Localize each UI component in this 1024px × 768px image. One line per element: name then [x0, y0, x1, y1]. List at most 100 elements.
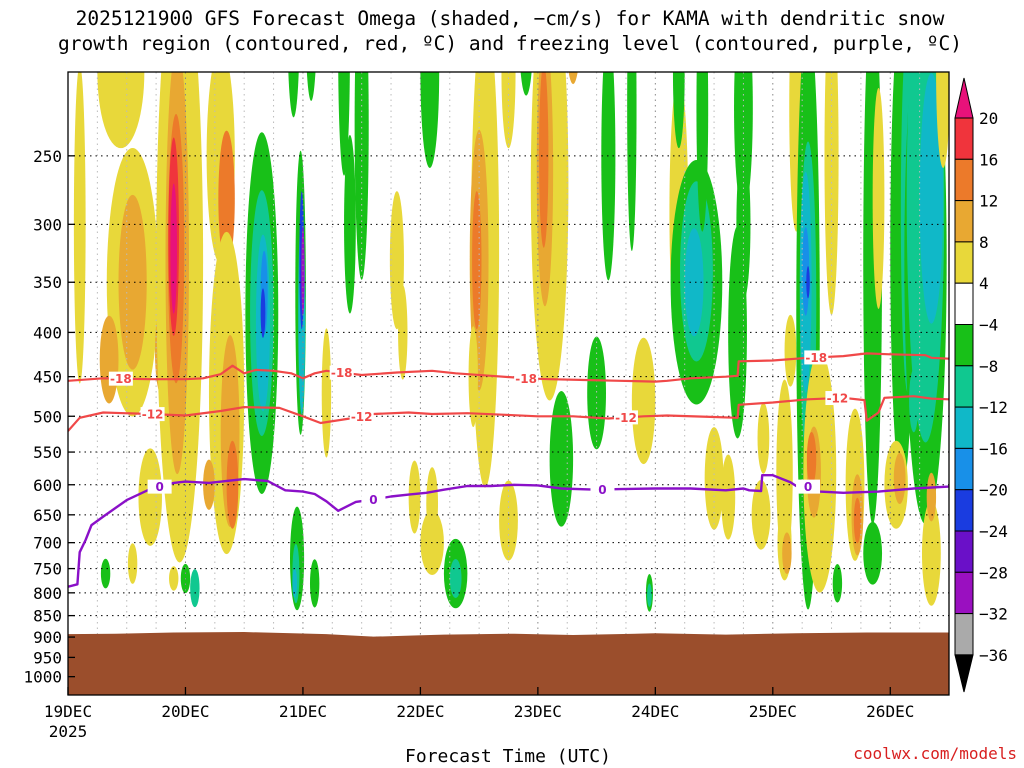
colorbar-tick-label: −32	[979, 605, 1008, 624]
contour-label-bg	[329, 365, 354, 380]
y-tick-label: 1000	[23, 668, 62, 687]
y-tick-label: 750	[33, 560, 62, 579]
omega-cell	[601, 72, 616, 281]
x-tick-label: 20DEC	[161, 702, 209, 721]
colorbar-tick-label: −24	[979, 522, 1008, 541]
colorbar-tick-label: 16	[979, 150, 998, 169]
y-tick-label: 350	[33, 273, 62, 292]
x-tick-label: 23DEC	[514, 702, 562, 721]
contour-label-bg	[804, 350, 829, 365]
y-axis: 250 300 350 400 450 500 550 600 650 700 750 800 850 9…	[23, 147, 75, 687]
colorbar-bin	[954, 241, 974, 284]
omega-cell	[118, 194, 147, 370]
omega-cell	[190, 569, 200, 608]
omega-cell	[921, 500, 941, 606]
y-tick-label: 400	[33, 323, 62, 342]
omega-cell	[782, 532, 792, 575]
colorbar-bin	[954, 613, 974, 656]
contour-label: -12	[142, 408, 164, 422]
colorbar-bin	[954, 158, 974, 202]
contour-label-bg	[361, 492, 386, 507]
x-tick-label: 26DEC	[866, 702, 914, 721]
contour-label: 0	[598, 483, 606, 497]
y-tick-label: 950	[33, 648, 62, 667]
omega-cell	[468, 326, 478, 428]
contour-label: -18	[331, 366, 353, 380]
x-tick-label: 25DEC	[749, 702, 797, 721]
omega-cell	[520, 72, 532, 96]
omega-cell	[138, 448, 162, 546]
colorbar-bin	[954, 447, 974, 491]
contour-label-bg	[108, 371, 133, 386]
y-tick-label: 600	[33, 476, 62, 495]
colorbar-tick-label: 8	[979, 233, 989, 252]
y-tick-label: 250	[33, 147, 62, 166]
omega-cell	[734, 72, 753, 213]
x-tick-label: 22DEC	[396, 702, 444, 721]
omega-cell	[647, 583, 652, 607]
omega-cell	[549, 391, 574, 527]
y-tick-label: 300	[33, 215, 62, 234]
contour-line	[68, 395, 949, 432]
y-tick-label: 550	[33, 443, 62, 462]
colorbar: 20 16 12 8 4 −4 −8 −12 −16 −20 −24 −28 −32 −36	[954, 77, 1008, 693]
colorbar-top-triangle	[954, 77, 974, 119]
contour-label: 0	[155, 480, 163, 494]
omega-cell	[218, 130, 235, 267]
omega-cell	[832, 564, 843, 603]
omega-cell	[499, 480, 518, 561]
colorbar-tick-label: −20	[979, 481, 1008, 500]
colorbar-bin	[954, 571, 974, 615]
omega-cell	[501, 72, 516, 149]
omega-cell	[806, 431, 817, 486]
y-tick-label: 800	[33, 584, 62, 603]
omega-cell	[909, 369, 919, 433]
colorbar-bin	[954, 406, 974, 449]
omega-cell	[853, 497, 861, 544]
contour-label-bg	[825, 391, 850, 406]
omega-cell	[306, 72, 316, 102]
contour-label: 0	[369, 493, 377, 507]
omega-cell	[587, 336, 606, 450]
contour-label: -18	[515, 372, 537, 386]
omega-cell	[784, 314, 797, 387]
contour-label: -12	[351, 410, 373, 424]
omega-cell	[926, 472, 937, 522]
omega-cell	[919, 73, 944, 324]
omega-cell	[893, 452, 906, 504]
colorbar-tick-label: −12	[979, 398, 1008, 417]
x-axis-label: Forecast Time (UTC)	[405, 746, 611, 767]
x-tick-sublabel: 2025	[49, 722, 88, 741]
ground-area	[68, 632, 949, 695]
x-tick-label: 21DEC	[279, 702, 327, 721]
y-tick-label: 700	[33, 534, 62, 553]
contour-label: -18	[110, 372, 132, 386]
colorbar-tick-label: 20	[979, 109, 998, 128]
contour-label-bg	[514, 371, 539, 386]
omega-cell	[97, 72, 145, 149]
contour-lines: -18 -18 -18 -18 -12 -12 -12 -12 0 0 0 0	[68, 350, 949, 588]
omega-cell	[627, 72, 637, 251]
colorbar-bin	[954, 282, 974, 326]
y-tick-label: 450	[33, 368, 62, 387]
omega-cell	[936, 72, 949, 168]
contour-label: -18	[805, 351, 827, 365]
omega-cell	[631, 337, 656, 465]
omega-cell	[169, 566, 179, 591]
contour-label-bg	[613, 410, 638, 425]
omega-cell	[863, 521, 883, 585]
omega-cell	[100, 558, 111, 589]
colorbar-bin	[954, 365, 974, 408]
colorbar-tick-label: 4	[979, 274, 989, 293]
omega-cell	[170, 183, 178, 314]
contour-label-bg	[147, 479, 172, 494]
omega-cell	[288, 72, 299, 118]
chart-title-line1: 2025121900 GFS Forecast Omega (shaded, −…	[76, 7, 945, 30]
colorbar-tick-label: −4	[979, 316, 998, 335]
omega-cell	[696, 72, 709, 232]
omega-cell	[721, 454, 736, 540]
omega-cell	[292, 568, 298, 598]
y-tick-label: 900	[33, 628, 62, 647]
